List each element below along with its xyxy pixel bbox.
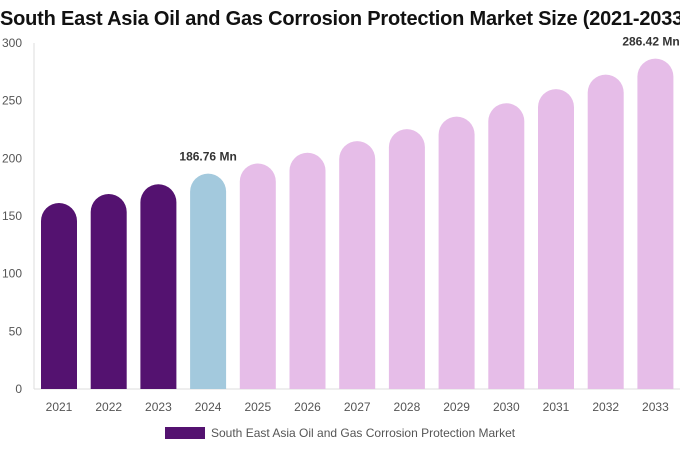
y-tick-label: 150 [2,209,22,223]
data-label: 186.76 Mn [179,150,236,164]
x-tick-label: 2032 [592,400,619,414]
y-tick-label: 300 [2,36,22,50]
y-tick-label: 0 [15,382,22,396]
bar-2026 [289,152,326,389]
x-tick-label: 2030 [493,400,520,414]
y-tick-label: 250 [2,94,22,108]
legend-swatch [165,427,205,439]
bar-2024 [190,173,227,389]
bar-2033 [637,58,674,390]
bar-2029 [438,116,475,389]
x-tick-label: 2028 [394,400,421,414]
bar-2028 [388,129,425,390]
x-tick-label: 2021 [46,400,73,414]
x-tick-label: 2023 [145,400,172,414]
bar-2027 [339,141,376,389]
x-tick-label: 2024 [195,400,222,414]
y-tick-label: 200 [2,151,22,165]
chart-title: South East Asia Oil and Gas Corrosion Pr… [0,8,680,30]
bar-2023 [140,184,177,389]
x-tick-label: 2025 [244,400,271,414]
bar-2030 [488,103,525,389]
legend: South East Asia Oil and Gas Corrosion Pr… [165,426,515,440]
x-tick-label: 2026 [294,400,321,414]
bar-2025 [239,163,276,389]
y-tick-label: 50 [9,324,23,338]
bar-2021 [41,202,77,389]
bar-2032 [587,74,624,390]
y-tick-label: 100 [2,267,22,281]
x-tick-label: 2027 [344,400,371,414]
bar-2022 [90,193,127,389]
legend-label: South East Asia Oil and Gas Corrosion Pr… [211,426,516,440]
bar-2031 [538,89,574,389]
x-tick-label: 2033 [642,400,669,414]
x-tick-label: 2029 [443,400,470,414]
x-tick-label: 2031 [543,400,570,414]
data-label: 286.42 Mn [622,35,679,49]
x-tick-label: 2022 [95,400,122,414]
